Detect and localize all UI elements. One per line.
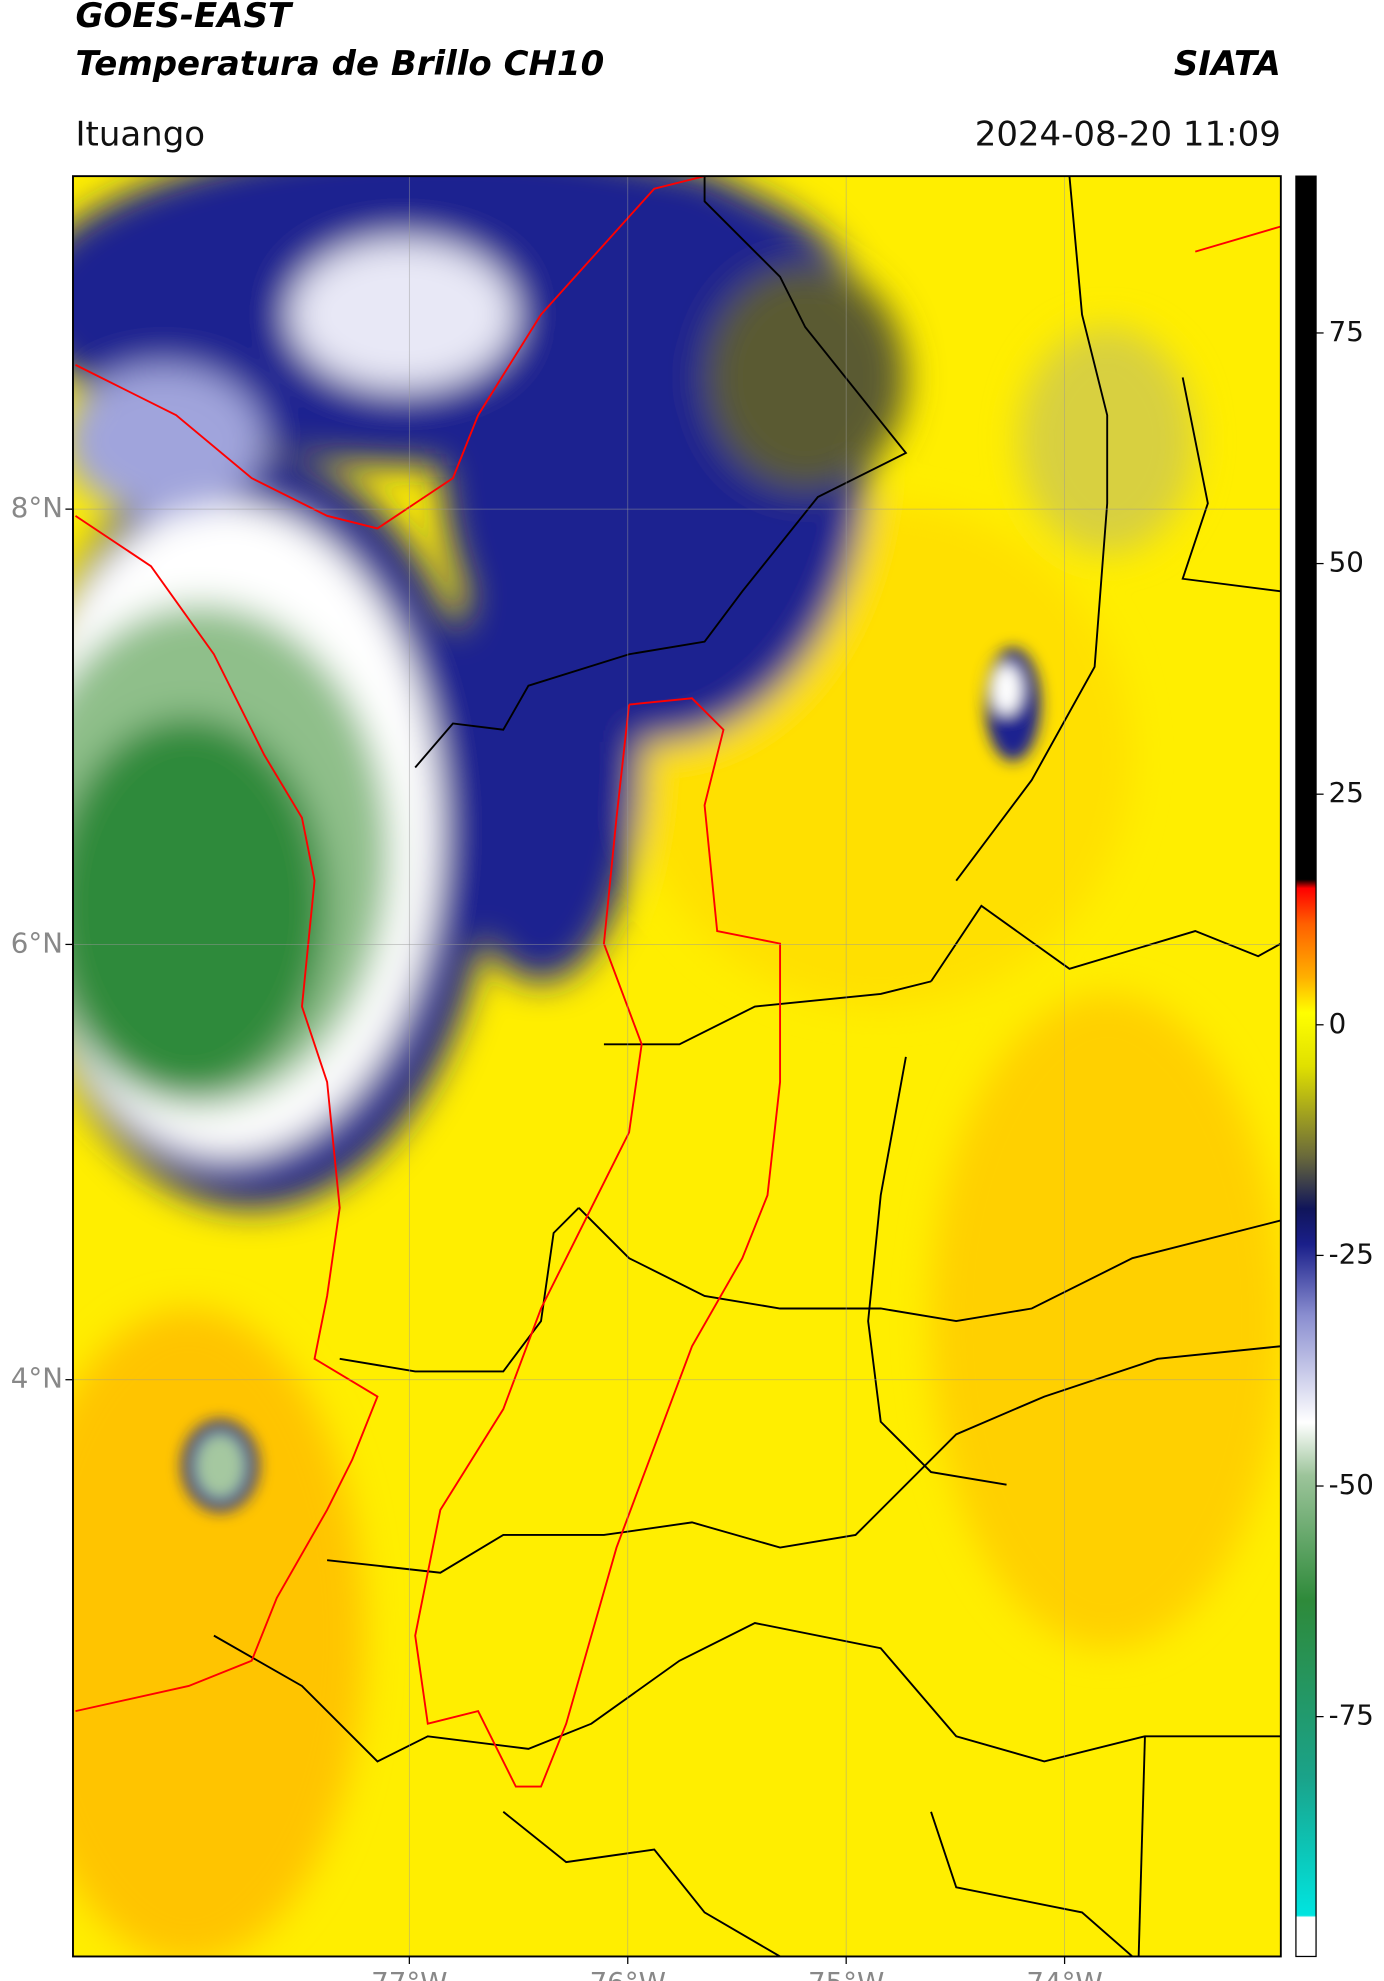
colorbar-tick-label: -25 (1329, 1237, 1374, 1270)
datetime: 2024-08-20 11:09 (975, 114, 1281, 154)
source: SIATA (1174, 44, 1281, 84)
satellite-image (72, 176, 1281, 1957)
y-tick-label: 4°N (11, 1362, 63, 1395)
map-frame (72, 175, 1282, 1958)
colorbar-tick-label: 50 (1329, 546, 1364, 579)
subtitle: Temperatura de Brillo CH10 (75, 44, 604, 84)
y-tick-label: 8°N (11, 491, 63, 524)
x-tick-label: 74°W (1026, 1966, 1102, 1981)
y-tick-label: 6°N (11, 926, 63, 959)
colorbar (1295, 175, 1317, 1958)
x-tick-label: 75°W (808, 1966, 884, 1981)
x-tick-label: 76°W (590, 1966, 666, 1981)
colorbar-tick-label: 75 (1329, 315, 1364, 348)
x-tick-label: 77°W (371, 1966, 447, 1981)
location: Ituango (75, 114, 205, 154)
colorbar-tick-label: 0 (1329, 1007, 1347, 1040)
colorbar-tick-label: 25 (1329, 776, 1364, 809)
colorbar-tick-label: -75 (1329, 1699, 1374, 1732)
title: GOES-EAST (75, 0, 293, 36)
colorbar-tick-label: -50 (1329, 1468, 1374, 1501)
graticule (72, 176, 1281, 1957)
